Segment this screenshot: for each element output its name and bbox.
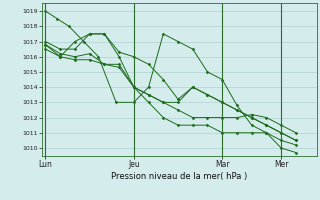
X-axis label: Pression niveau de la mer( hPa ): Pression niveau de la mer( hPa ) [111, 172, 248, 181]
